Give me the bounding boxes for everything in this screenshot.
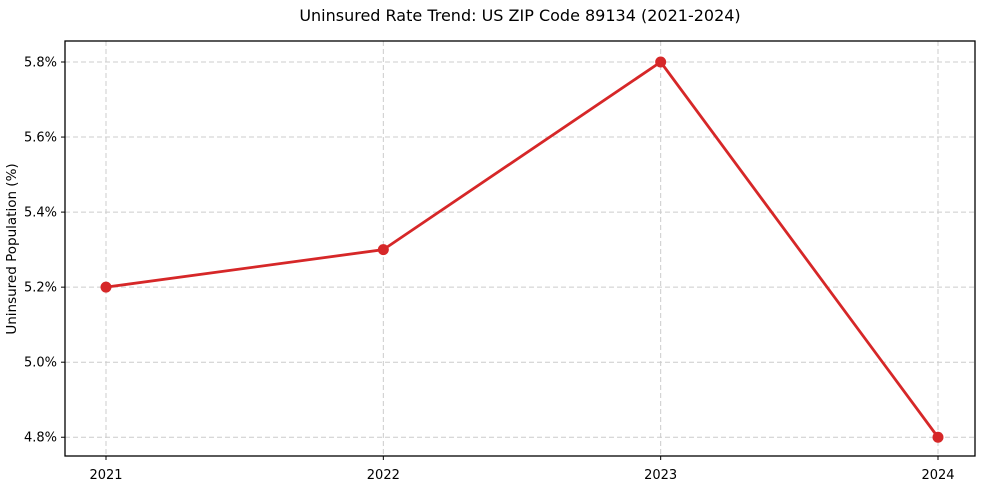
axes <box>64 40 976 457</box>
x-tick-label: 2024 <box>921 468 954 483</box>
data-point <box>932 431 944 443</box>
x-tick-label: 2022 <box>367 468 400 483</box>
tick-labels: 4.8% 5.0% 5.2% 5.4% 5.6% 5.8% 2021 2022 2023 2024 <box>24 56 955 483</box>
gridlines <box>65 41 975 456</box>
data-line <box>104 60 940 439</box>
x-tick-label: 2021 <box>89 468 122 483</box>
plot-border <box>64 40 976 457</box>
data-point <box>655 56 667 68</box>
chart-title: Uninsured Rate Trend: US ZIP Code 89134 … <box>299 6 740 25</box>
y-tick-label: 4.8% <box>24 431 57 446</box>
y-tick-label: 5.0% <box>24 356 57 371</box>
data-point <box>100 281 112 293</box>
data-point <box>377 244 389 256</box>
y-axis-label: Uninsured Population (%) <box>4 163 20 334</box>
tick-marks <box>61 61 939 460</box>
x-tick-label: 2023 <box>644 468 677 483</box>
y-tick-label: 5.4% <box>24 206 57 221</box>
y-tick-label: 5.2% <box>24 281 57 296</box>
y-tick-label: 5.8% <box>24 56 57 71</box>
data-series <box>100 56 944 443</box>
y-tick-label: 5.6% <box>24 131 57 146</box>
